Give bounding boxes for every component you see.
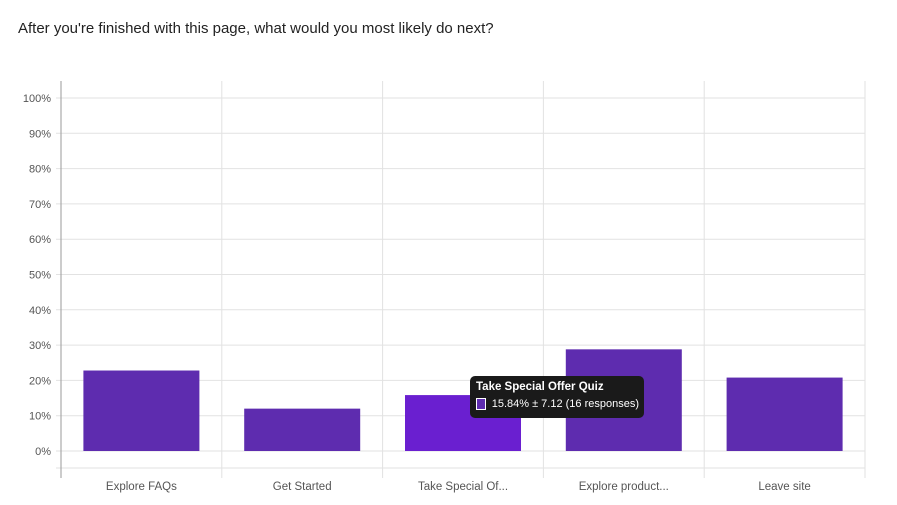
bar [244,408,361,451]
question-title: After you're finished with this page, wh… [18,20,494,37]
y-tick-label: 100% [23,93,51,105]
tooltip-title: Take Special Offer Quiz [476,381,604,393]
tooltip-value: 15.84% ± 7.12 (16 responses) [491,398,639,410]
y-tick-label: 80% [29,164,51,176]
bar [726,377,843,451]
y-tick-label: 0% [35,446,51,458]
x-tick-label: Explore product... [579,481,669,493]
x-tick-label: Explore FAQs [106,481,177,493]
tooltip-color-swatch [476,398,486,410]
tooltip-row: 15.84% ± 7.12 (16 responses) [476,398,639,410]
y-tick-label: 20% [29,375,51,387]
y-tick-label: 50% [29,270,51,282]
bar [83,370,200,451]
y-tick-label: 90% [29,128,51,140]
x-tick-label: Take Special Of... [418,481,508,493]
x-tick-label: Get Started [273,481,332,493]
y-tick-label: 70% [29,199,51,211]
y-tick-label: 30% [29,340,51,352]
y-tick-label: 40% [29,305,51,317]
x-tick-label: Leave site [758,481,810,493]
y-tick-label: 60% [29,234,51,246]
bar-tooltip: Take Special Offer Quiz 15.84% ± 7.12 (1… [470,376,644,418]
y-tick-label: 10% [29,411,51,423]
